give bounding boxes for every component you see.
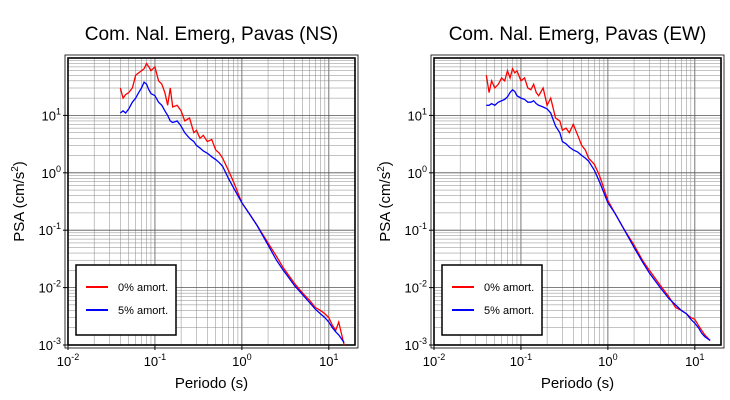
y-tick-label: 101 xyxy=(42,106,61,123)
grid xyxy=(68,58,355,345)
plot-frame xyxy=(433,57,722,346)
legend: 0% amort. 5% amort. xyxy=(75,264,177,336)
x-tick-label: 10-1 xyxy=(144,352,166,369)
y-tick-label: 10-1 xyxy=(39,221,61,238)
legend: 0% amort. 5% amort. xyxy=(441,264,543,336)
y-tick-label: 100 xyxy=(42,164,61,181)
x-tick-label: 10-2 xyxy=(423,352,445,369)
y-axis-label: PSA (cm/s2) xyxy=(376,161,394,242)
y-tick-label: 10-3 xyxy=(39,336,61,353)
series-line-damping-0 xyxy=(119,62,345,346)
chart-title: Com. Nal. Emerg, Pavas (NS) xyxy=(85,24,338,45)
x-tick-label: 101 xyxy=(685,352,704,369)
plot-frame xyxy=(67,57,356,346)
x-tick-label: 10-2 xyxy=(57,352,79,369)
legend-label: 5% amort. xyxy=(118,305,168,317)
plot-frame-outer xyxy=(430,54,725,349)
grid xyxy=(434,58,721,345)
y-tick-label: 101 xyxy=(408,106,427,123)
x-tick-label: 10-1 xyxy=(510,352,532,369)
legend-label: 0% amort. xyxy=(484,282,534,294)
x-axis-label: Periodo (s) xyxy=(175,375,248,392)
plot-frame-outer xyxy=(64,54,359,349)
legend-label: 5% amort. xyxy=(484,305,534,317)
y-tick-label: 10-2 xyxy=(39,279,61,296)
series-line-damping-0 xyxy=(485,67,711,341)
legend-label: 0% amort. xyxy=(118,282,168,294)
x-tick-label: 101 xyxy=(319,352,338,369)
series-line-damping-5 xyxy=(119,81,345,343)
legend-box xyxy=(75,264,177,336)
y-tick-label: 100 xyxy=(408,164,427,181)
x-tick-label: 100 xyxy=(232,352,251,369)
legend-box xyxy=(441,264,543,336)
y-tick-label: 10-1 xyxy=(405,221,427,238)
y-tick-label: 10-3 xyxy=(405,336,427,353)
y-tick-label: 10-2 xyxy=(405,279,427,296)
chart-title: Com. Nal. Emerg, Pavas (EW) xyxy=(449,24,707,45)
series-line-damping-5 xyxy=(486,88,711,341)
y-axis-label: PSA (cm/s2) xyxy=(10,161,28,242)
x-axis-label: Periodo (s) xyxy=(541,375,614,392)
x-tick-label: 100 xyxy=(598,352,617,369)
